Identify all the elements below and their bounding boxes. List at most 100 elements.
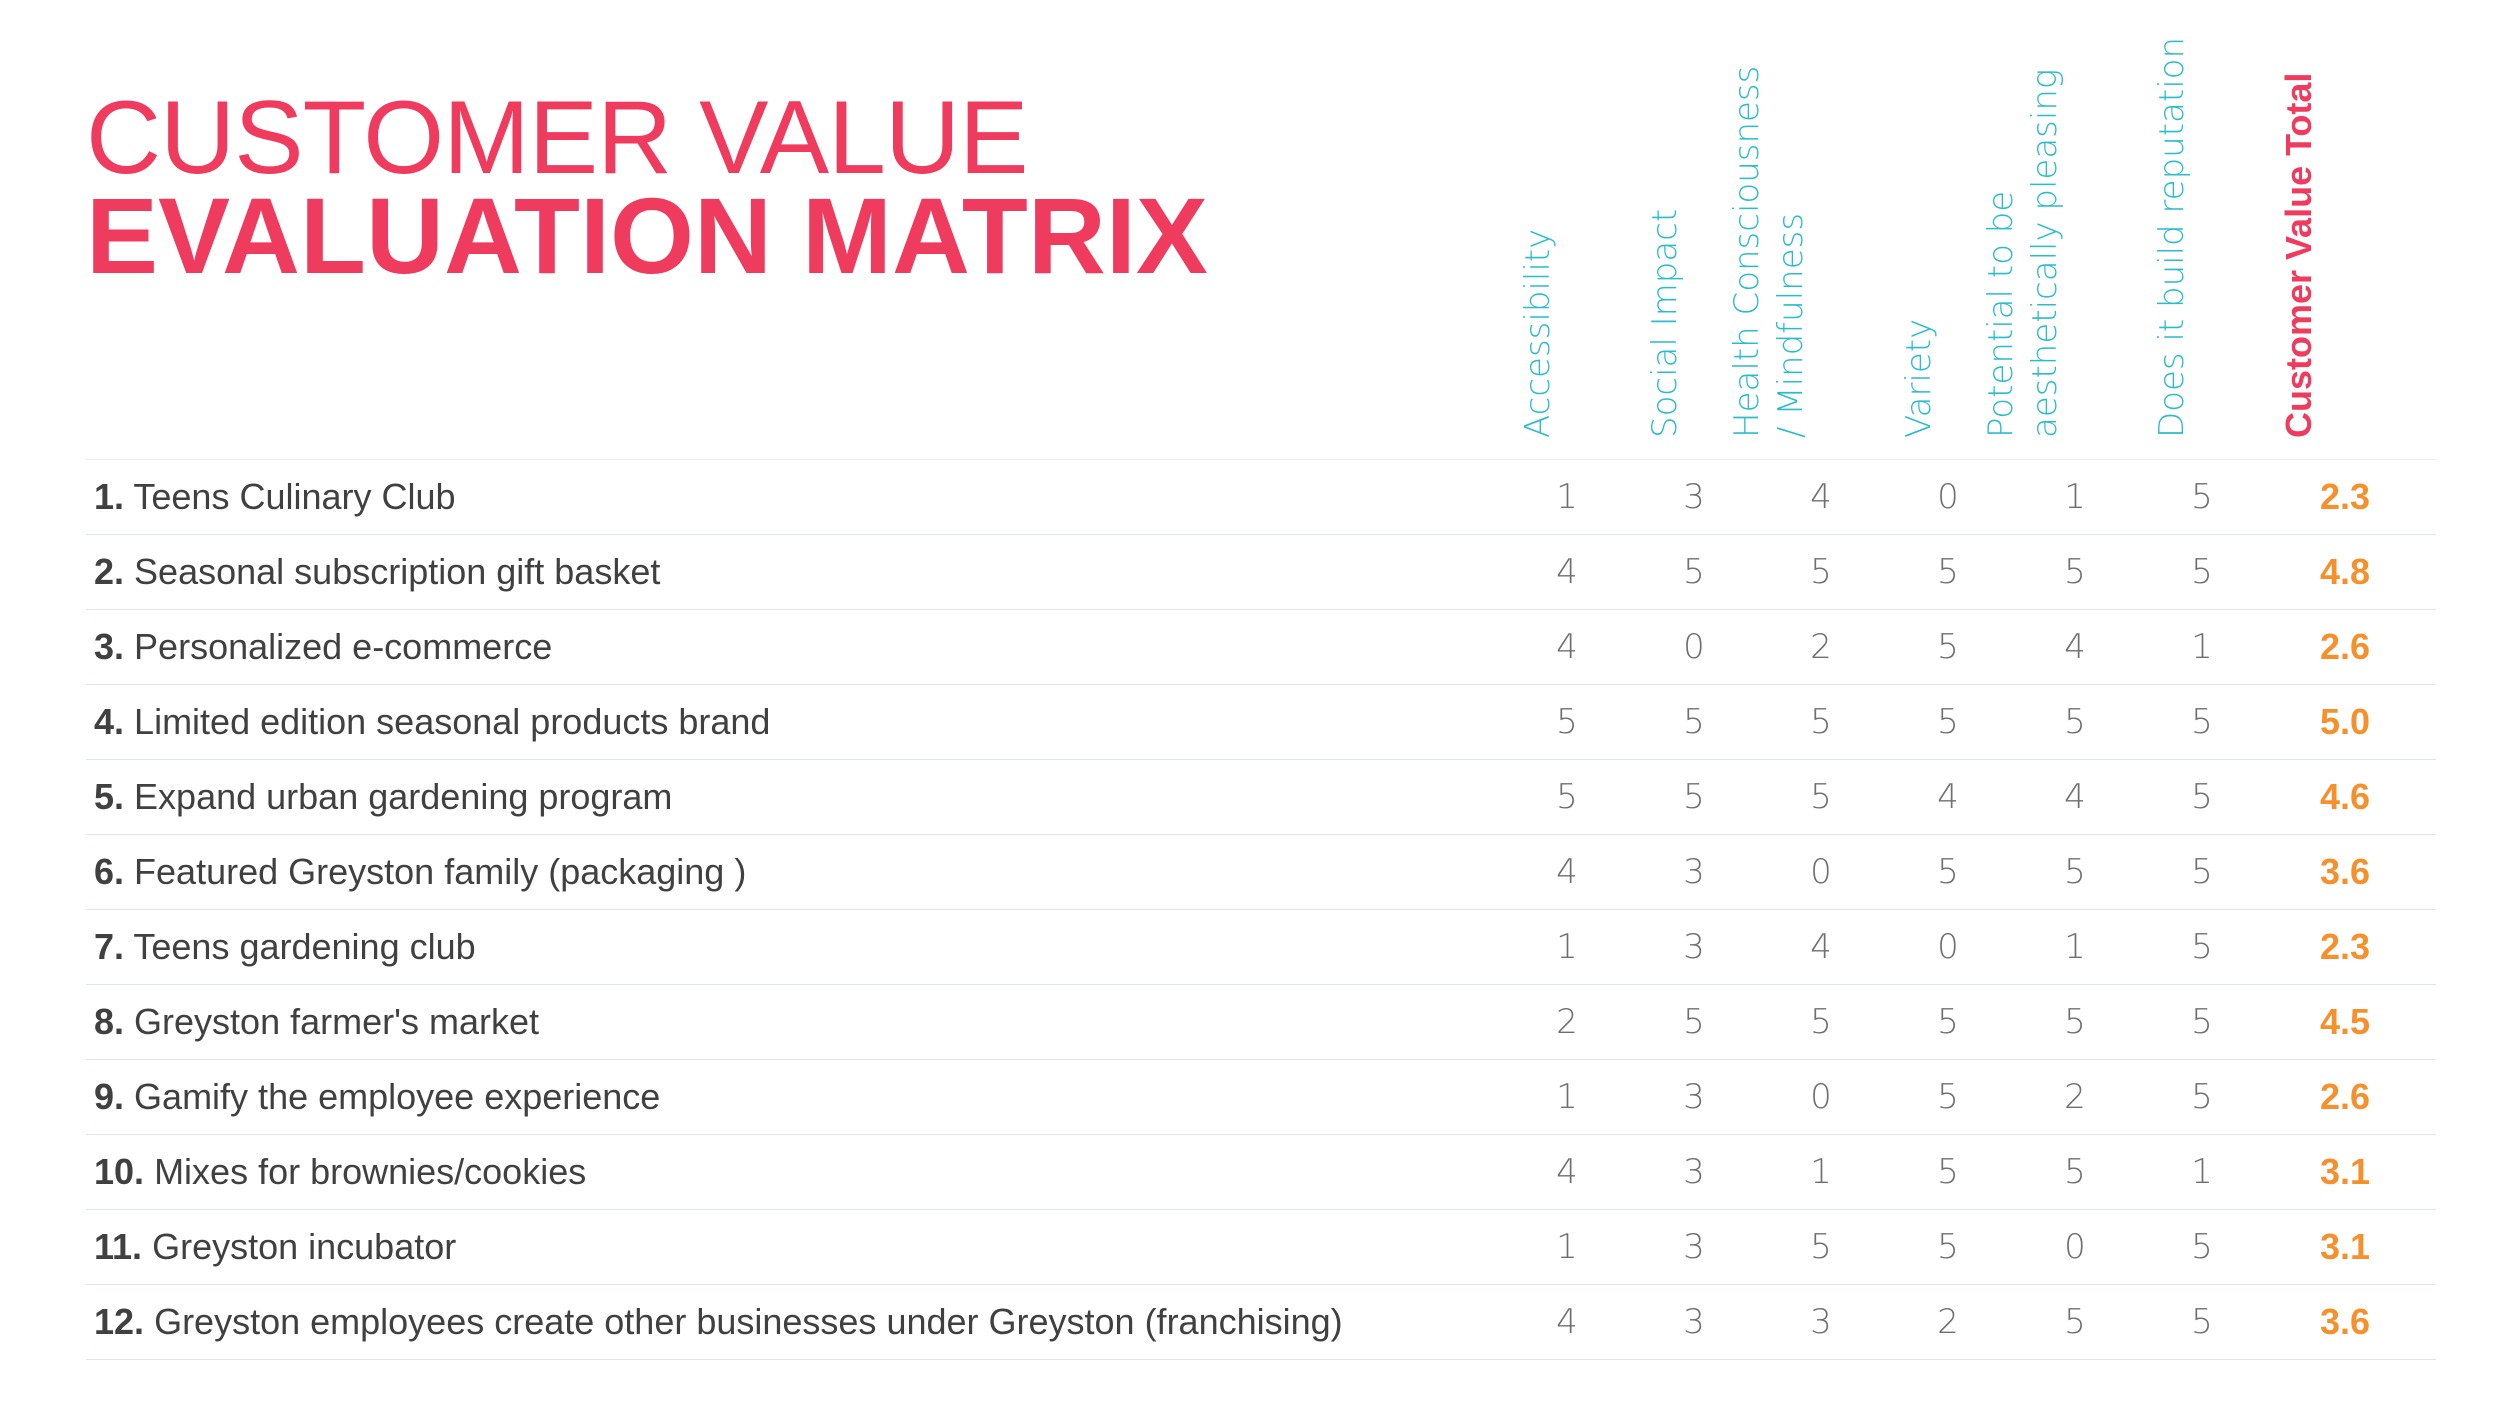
title-line-1: CUSTOMER VALUE xyxy=(86,80,1028,196)
row-number: 6. xyxy=(94,851,125,892)
total-cell: 3.6 xyxy=(2319,851,2371,892)
row-title: Teens Culinary Club xyxy=(133,476,456,517)
score-cell: 5 xyxy=(1937,1002,1959,1042)
score-cell: 5 xyxy=(2064,852,2086,892)
column-header-label: Customer Value Total xyxy=(2278,72,2319,438)
row-number: 9. xyxy=(94,1076,125,1117)
row-number: 7. xyxy=(94,926,125,967)
score-cell: 3 xyxy=(1683,927,1705,967)
score-cell: 1 xyxy=(1556,927,1578,967)
score-cell: 5 xyxy=(1683,1002,1705,1042)
score-cell: 3 xyxy=(1683,1302,1705,1342)
table-row: 1. Teens Culinary Club 1 3 4 0 1 5 2.3 xyxy=(86,460,2436,535)
score-cell: 5 xyxy=(1937,552,1959,592)
score-cell: 1 xyxy=(1556,477,1578,517)
row-title: Gamify the employee experience xyxy=(134,1076,661,1117)
score-cell: 5 xyxy=(2191,1077,2213,1117)
score-cell: 0 xyxy=(1810,1077,1832,1117)
score-cell: 1 xyxy=(2064,477,2086,517)
score-cell: 0 xyxy=(1937,927,1959,967)
score-cell: 5 xyxy=(1683,702,1705,742)
row-label: 3. Personalized e-commerce xyxy=(94,610,552,684)
row-title: Personalized e-commerce xyxy=(134,626,553,667)
total-cell: 5.0 xyxy=(2319,701,2371,742)
table-row: 6. Featured Greyston family (packaging )… xyxy=(86,835,2436,910)
row-number: 4. xyxy=(94,701,125,742)
score-cell: 1 xyxy=(1810,1152,1832,1192)
score-cell: 5 xyxy=(2191,477,2213,517)
row-title: Greyston farmer's market xyxy=(134,1001,540,1042)
page-title: CUSTOMER VALUE EVALUATION MATRIX xyxy=(86,86,1208,290)
table-row: 10. Mixes for brownies/cookies 4 3 1 5 5… xyxy=(86,1135,2436,1210)
score-cell: 5 xyxy=(1683,552,1705,592)
score-cell: 5 xyxy=(1937,702,1959,742)
table-row: 4. Limited edition seasonal products bra… xyxy=(86,685,2436,760)
score-cell: 5 xyxy=(2191,927,2213,967)
score-cell: 5 xyxy=(1556,702,1578,742)
score-cell: 4 xyxy=(1810,927,1832,967)
evaluation-table: 1. Teens Culinary Club 1 3 4 0 1 5 2.3 2… xyxy=(86,460,2436,1360)
score-cell: 5 xyxy=(2191,552,2213,592)
score-cell: 2 xyxy=(1937,1302,1959,1342)
row-label: 9. Gamify the employee experience xyxy=(94,1060,660,1134)
score-cell: 5 xyxy=(2064,1302,2086,1342)
score-cell: 4 xyxy=(1556,627,1578,667)
total-cell: 2.6 xyxy=(2319,626,2371,667)
score-cell: 4 xyxy=(2064,777,2086,817)
row-label: 10. Mixes for brownies/cookies xyxy=(94,1135,586,1209)
row-title: Limited edition seasonal products brand xyxy=(134,701,771,742)
table-row: 5. Expand urban gardening program 5 5 5 … xyxy=(86,760,2436,835)
table-row: 8. Greyston farmer's market 2 5 5 5 5 5 … xyxy=(86,985,2436,1060)
score-cell: 5 xyxy=(1937,1152,1959,1192)
score-cell: 5 xyxy=(2191,1227,2213,1267)
row-number: 8. xyxy=(94,1001,125,1042)
score-cell: 5 xyxy=(1810,702,1832,742)
row-number: 11. xyxy=(94,1226,143,1267)
score-cell: 4 xyxy=(1937,777,1959,817)
score-cell: 3 xyxy=(1683,1152,1705,1192)
score-cell: 5 xyxy=(2191,1002,2213,1042)
column-header-label: Potential to be aesthetically pleasing xyxy=(1981,68,2065,438)
total-cell: 4.6 xyxy=(2319,776,2371,817)
score-cell: 5 xyxy=(2191,1302,2213,1342)
total-cell: 4.8 xyxy=(2319,551,2371,592)
score-cell: 0 xyxy=(1937,477,1959,517)
row-title: Greyston employees create other business… xyxy=(154,1301,1343,1342)
row-label: 5. Expand urban gardening program xyxy=(94,760,672,834)
row-label: 4. Limited edition seasonal products bra… xyxy=(94,685,770,759)
row-label: 6. Featured Greyston family (packaging ) xyxy=(94,835,746,909)
score-cell: 4 xyxy=(1556,852,1578,892)
header-divider xyxy=(86,459,2436,460)
score-cell: 5 xyxy=(2191,702,2213,742)
score-cell: 5 xyxy=(1683,777,1705,817)
score-cell: 5 xyxy=(1937,1077,1959,1117)
row-label: 8. Greyston farmer's market xyxy=(94,985,539,1059)
total-cell: 4.5 xyxy=(2319,1001,2371,1042)
score-cell: 5 xyxy=(1810,552,1832,592)
score-cell: 5 xyxy=(2064,1002,2086,1042)
score-cell: 3 xyxy=(1683,477,1705,517)
title-line-2: EVALUATION MATRIX xyxy=(86,175,1208,296)
score-cell: 1 xyxy=(2191,627,2213,667)
row-label: 2. Seasonal subscription gift basket xyxy=(94,535,660,609)
score-cell: 4 xyxy=(2064,627,2086,667)
table-row: 12. Greyston employees create other busi… xyxy=(86,1285,2436,1360)
table-row: 2. Seasonal subscription gift basket 4 5… xyxy=(86,535,2436,610)
score-cell: 4 xyxy=(1556,1302,1578,1342)
row-number: 12. xyxy=(94,1301,145,1342)
column-header-label: Social Impact xyxy=(1645,208,1685,438)
score-cell: 5 xyxy=(1810,1227,1832,1267)
score-cell: 4 xyxy=(1810,477,1832,517)
score-cell: 3 xyxy=(1683,1227,1705,1267)
score-cell: 1 xyxy=(2064,927,2086,967)
table-row: 11. Greyston incubator 1 3 5 5 0 5 3.1 xyxy=(86,1210,2436,1285)
row-number: 3. xyxy=(94,626,125,667)
score-cell: 5 xyxy=(2064,702,2086,742)
score-cell: 3 xyxy=(1810,1302,1832,1342)
row-title: Greyston incubator xyxy=(152,1226,457,1267)
score-cell: 4 xyxy=(1556,1152,1578,1192)
row-number: 10. xyxy=(94,1151,145,1192)
score-cell: 2 xyxy=(1556,1002,1578,1042)
column-header-label: Accessibility xyxy=(1518,228,1558,438)
score-cell: 5 xyxy=(1810,777,1832,817)
